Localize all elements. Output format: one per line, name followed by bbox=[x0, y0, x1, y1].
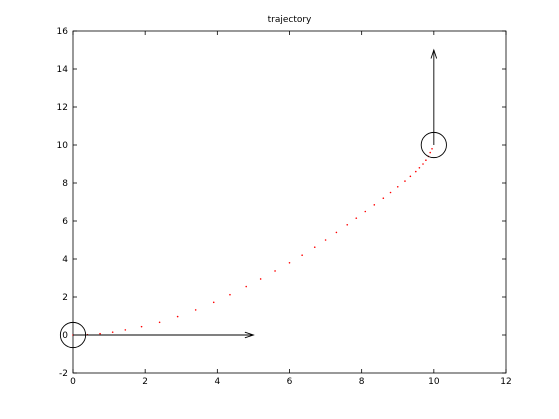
trajectory-point bbox=[415, 171, 417, 173]
trajectory-point bbox=[336, 232, 338, 234]
trajectory-point bbox=[213, 302, 215, 304]
trajectory-point bbox=[325, 239, 327, 241]
trajectory-point bbox=[274, 270, 276, 272]
trajectory-point bbox=[141, 326, 143, 328]
trajectory-point bbox=[245, 286, 247, 288]
trajectory-point bbox=[346, 224, 348, 226]
x-tick-label: 2 bbox=[142, 377, 148, 387]
x-tick-label: 0 bbox=[70, 377, 76, 387]
y-tick-label: 8 bbox=[62, 179, 68, 189]
trajectory-point bbox=[125, 329, 127, 331]
trajectory-point bbox=[397, 186, 399, 188]
y-tick-label: 0 bbox=[62, 331, 68, 341]
trajectory-point bbox=[390, 192, 392, 194]
y-tick-label: 10 bbox=[57, 141, 69, 151]
x-tick-label: 4 bbox=[214, 377, 220, 387]
trajectory-point bbox=[159, 321, 161, 323]
trajectory-point bbox=[364, 211, 366, 213]
plot-area-frame bbox=[73, 31, 506, 373]
trajectory-point bbox=[419, 167, 421, 169]
trajectory-point bbox=[410, 176, 412, 178]
trajectory-point bbox=[383, 197, 385, 199]
y-tick-label: 16 bbox=[57, 27, 69, 37]
trajectory-point bbox=[373, 204, 375, 206]
y-tick-label: 2 bbox=[62, 293, 68, 303]
y-tick-label: -2 bbox=[59, 369, 68, 379]
y-tick-label: 12 bbox=[57, 103, 68, 113]
chart-title: trajectory bbox=[268, 15, 312, 25]
trajectory-point bbox=[177, 316, 179, 318]
trajectory-point bbox=[229, 294, 231, 296]
trajectory-point bbox=[314, 246, 316, 248]
x-tick-label: 10 bbox=[428, 377, 440, 387]
trajectory-point bbox=[355, 217, 357, 219]
trajectory-point bbox=[301, 254, 303, 256]
x-axis: 0 2 4 6 8 10 12 bbox=[70, 31, 512, 387]
trajectory-point bbox=[289, 262, 291, 264]
trajectory-point bbox=[260, 278, 262, 280]
y-tick-label: 4 bbox=[62, 255, 68, 265]
y-axis: -2 0 2 4 6 8 10 12 14 16 bbox=[57, 27, 506, 379]
trajectory-point bbox=[422, 163, 424, 165]
velocity-arrows bbox=[73, 50, 437, 338]
trajectory-point bbox=[112, 331, 114, 333]
x-tick-label: 12 bbox=[500, 377, 511, 387]
trajectory-points bbox=[72, 148, 433, 336]
y-tick-label: 14 bbox=[57, 65, 69, 75]
y-tick-label: 6 bbox=[62, 217, 68, 227]
trajectory-point bbox=[99, 333, 101, 335]
trajectory-point bbox=[404, 180, 406, 182]
trajectory-point bbox=[431, 148, 433, 150]
position-markers bbox=[60, 132, 446, 347]
x-tick-label: 8 bbox=[359, 377, 365, 387]
trajectory-point bbox=[195, 309, 197, 311]
x-tick-label: 6 bbox=[287, 377, 293, 387]
trajectory-point bbox=[425, 159, 427, 161]
trajectory-point bbox=[429, 152, 431, 154]
